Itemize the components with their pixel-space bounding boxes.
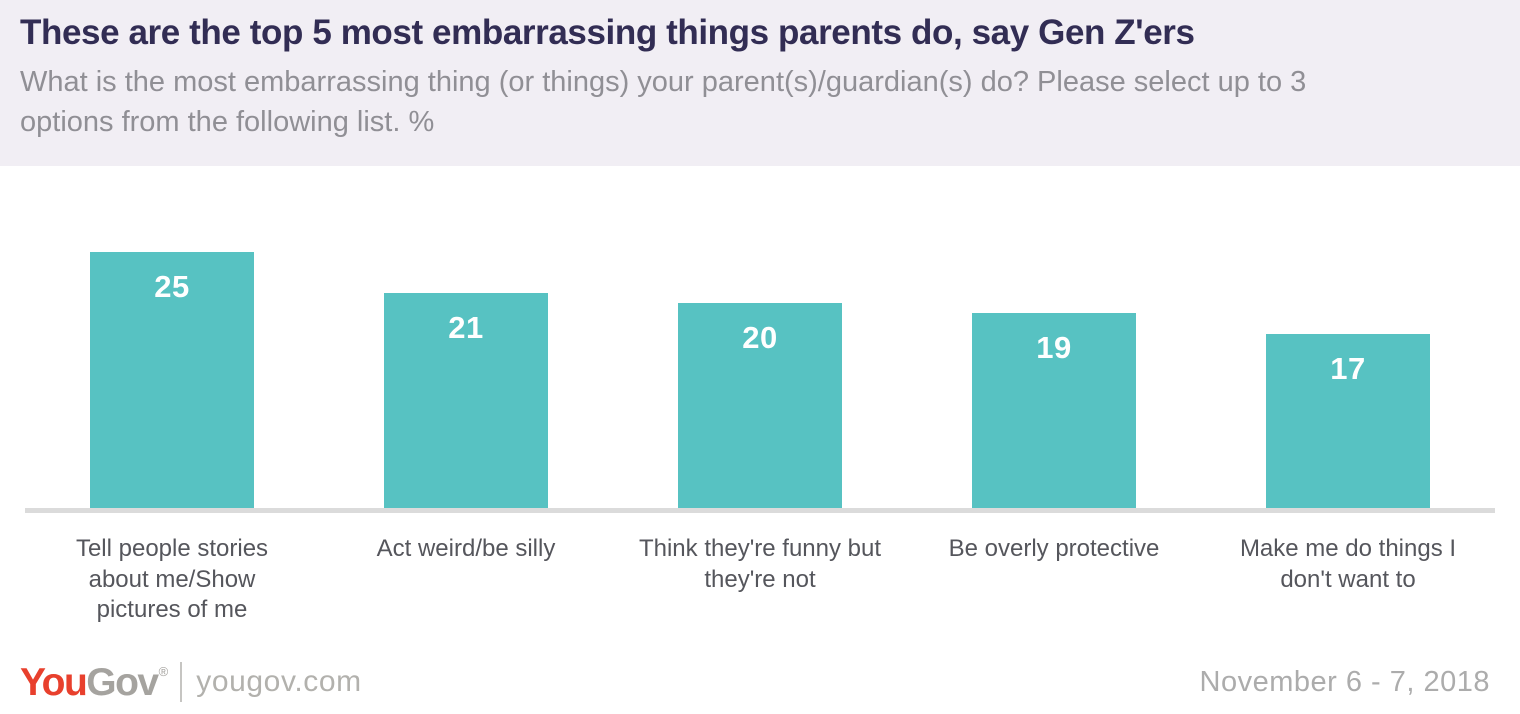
bar-group: 19: [907, 252, 1201, 508]
survey-date-range: November 6 - 7, 2018: [1199, 665, 1490, 698]
category-labels-row: Tell people stories about me/Show pictur…: [25, 534, 1495, 626]
category-cell: Think they're funny but they're not: [613, 534, 907, 626]
category-label: Make me do things I don't want to: [1239, 535, 1457, 593]
bar-value-label: 25: [154, 269, 190, 304]
logo-gov-text: Gov: [86, 660, 159, 704]
category-cell: Tell people stories about me/Show pictur…: [25, 534, 319, 626]
bar: 21: [384, 293, 548, 508]
bar: 25: [90, 252, 254, 508]
bar-group: 17: [1201, 252, 1495, 508]
bar-chart: 25 21 20 19 17: [0, 252, 1520, 626]
category-cell: Make me do things I don't want to: [1201, 534, 1495, 626]
bar-group: 25: [25, 252, 319, 508]
bar: 19: [972, 313, 1136, 508]
header: These are the top 5 most embarrassing th…: [0, 0, 1520, 166]
bar-value-label: 20: [742, 320, 778, 355]
plot-area: 25 21 20 19 17: [25, 252, 1495, 508]
category-cell: Be overly protective: [907, 534, 1201, 626]
bar-value-label: 19: [1036, 330, 1072, 365]
logo-divider: [180, 662, 183, 702]
category-label: Tell people stories about me/Show pictur…: [75, 535, 269, 624]
bar-value-label: 21: [448, 310, 484, 345]
bar: 17: [1266, 334, 1430, 508]
bar-group: 20: [613, 252, 907, 508]
category-label: Think they're funny but they're not: [638, 535, 882, 593]
bar-group: 21: [319, 252, 613, 508]
category-label: Be overly protective: [948, 535, 1160, 562]
yougov-logo: You Gov ®: [20, 663, 168, 702]
footer: You Gov ® yougov.com November 6 - 7, 2018: [20, 662, 1490, 702]
bar-value-label: 17: [1330, 351, 1366, 386]
category-cell: Act weird/be silly: [319, 534, 613, 626]
chart-title: These are the top 5 most embarrassing th…: [20, 13, 1195, 52]
category-label: Act weird/be silly: [376, 535, 556, 562]
bar: 20: [678, 303, 842, 508]
yougov-url: yougov.com: [196, 665, 362, 698]
x-axis-line: [25, 508, 1495, 513]
chart-subtitle: What is the most embarrassing thing (or …: [20, 66, 1307, 139]
logo-you-text: You: [20, 660, 88, 704]
registered-trademark-icon: ®: [158, 663, 169, 679]
